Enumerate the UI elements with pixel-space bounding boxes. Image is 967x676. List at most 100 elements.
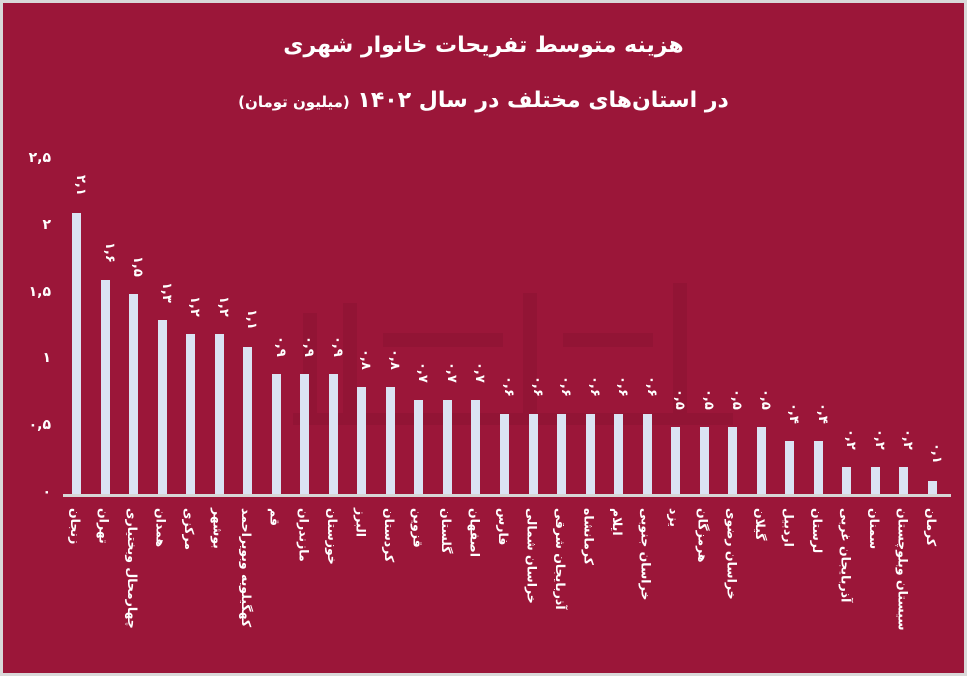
bar — [557, 413, 567, 494]
x-category-label: خراسان شمالی — [524, 508, 540, 604]
bar-value-label: ۰,۹ — [329, 335, 345, 357]
bar-value-label: ۱,۲ — [187, 295, 203, 317]
bar — [214, 333, 224, 494]
x-category-label: گیلان — [752, 508, 768, 541]
bar-value-label: ۱,۱ — [244, 309, 260, 330]
bar — [870, 467, 880, 494]
bar — [328, 373, 338, 494]
bar — [842, 467, 852, 494]
bar-value-label: ۰,۲ — [900, 429, 916, 451]
bar — [813, 440, 823, 494]
bar — [642, 413, 652, 494]
bar — [614, 413, 624, 494]
bar — [899, 467, 909, 494]
bar-value-label: ۰,۶ — [529, 375, 545, 397]
x-category-label: چهارمحال وبختیاری — [125, 508, 141, 629]
bar — [500, 413, 509, 494]
x-category-label: کردستان — [381, 508, 397, 563]
bar — [785, 440, 795, 494]
chart-frame: هزینه متوسط تفریحات خانوار شهری در استان… — [3, 3, 964, 673]
bar-value-label: ۰,۶ — [558, 375, 574, 397]
unit-label: (میلیون تومان) — [238, 93, 350, 111]
bar — [585, 413, 595, 494]
x-axis-line — [63, 494, 951, 497]
bar — [129, 293, 139, 494]
bar-value-label: ۰,۲ — [871, 429, 887, 451]
x-category-label: اردبیل — [781, 508, 797, 547]
x-category-label: بوشهر — [210, 508, 226, 549]
bar-value-label: ۱,۲ — [215, 295, 231, 317]
bar-value-label: ۰,۶ — [501, 375, 516, 397]
bar — [756, 427, 766, 494]
x-category-label: زنجان — [68, 508, 83, 545]
bar — [528, 413, 538, 494]
bar-value-label: ۰,۸ — [358, 349, 374, 370]
bar-value-label: ۰,۶ — [586, 375, 602, 397]
bar-value-label: ۰,۵ — [729, 389, 745, 410]
x-category-label: اصفهان — [467, 508, 483, 557]
x-category-label: مرکزی — [182, 508, 198, 551]
bar-value-label: ۰,۱ — [929, 442, 944, 464]
x-category-label: هرمزگان — [695, 508, 711, 563]
x-category-label: یزد — [667, 508, 683, 527]
x-category-label: گلستان — [438, 508, 454, 554]
bar-value-label: ۰,۹ — [301, 335, 317, 357]
y-tick-label: ۱ — [42, 350, 51, 367]
bar-value-label: ۰,۲ — [843, 429, 859, 451]
bar — [157, 320, 167, 494]
bar — [72, 213, 81, 494]
x-category-label: سمنان — [866, 508, 882, 550]
bar — [442, 400, 452, 494]
bar — [414, 400, 424, 494]
x-category-label: فارس — [496, 508, 511, 546]
bar — [699, 427, 709, 494]
x-category-label: قزوین — [410, 508, 426, 548]
x-category-label: آذربایجان غربی — [838, 508, 854, 603]
chart-subtitle: در استان‌های مختلف در سال ۱۴۰۲ (میلیون ت… — [3, 88, 964, 113]
bar-value-label: ۰,۶ — [615, 375, 631, 397]
bar-value-label: ۰,۵ — [700, 389, 716, 410]
x-category-label: خراسان جنوبی — [638, 508, 654, 601]
x-category-label: کرمان — [924, 508, 939, 547]
bar — [243, 347, 253, 494]
x-category-label: خراسان رضوی — [724, 508, 740, 600]
bar-value-label: ۰,۴ — [814, 402, 830, 424]
bar-value-label: ۰,۶ — [643, 375, 659, 397]
x-category-label: خوزستان — [324, 508, 340, 565]
bar-value-label: ۱,۳ — [158, 282, 174, 304]
y-tick-label: ۲,۵ — [28, 150, 51, 166]
y-tick-label: ۲ — [42, 216, 51, 233]
bar-value-label: ۰,۵ — [672, 389, 688, 410]
bar — [100, 280, 110, 494]
bar-value-label: ۱,۶ — [101, 242, 117, 264]
x-category-label: لرستان — [809, 508, 825, 554]
bar-value-label: ۰,۷ — [472, 362, 488, 384]
x-category-label: مازندران — [296, 508, 312, 562]
bar-value-label: ۰,۷ — [415, 362, 431, 384]
bar-value-label: ۰,۵ — [757, 389, 773, 410]
x-category-label: سیستان وبلوچستان — [895, 508, 911, 631]
bar — [728, 427, 738, 494]
y-tick-label: ۰ — [42, 484, 51, 500]
plot-area: ۲,۵ ۲ ۱,۵ ۱ ۰,۵ ۰ ۲,۱ زنجان ۱,۶ تهران ۱,۵ چهارمحال … — [3, 3, 964, 673]
x-category-label: کهگیلویه وبویراحمد — [239, 508, 255, 628]
x-category-label: آذربایجان شرقی — [553, 508, 569, 610]
bar — [671, 427, 681, 494]
chart-title: هزینه متوسط تفریحات خانوار شهری — [283, 33, 684, 58]
bar — [186, 333, 196, 494]
bar — [271, 373, 281, 494]
bar-value-label: ۱,۵ — [130, 255, 146, 277]
x-category-label: قم — [267, 508, 283, 526]
x-category-label: تهران — [96, 508, 112, 544]
bar — [300, 373, 310, 494]
x-category-label: کرمانشاه — [581, 508, 597, 565]
y-tick-label: ۱,۵ — [28, 283, 51, 300]
bar-value-label: ۰,۸ — [386, 349, 402, 370]
bar — [357, 387, 367, 494]
subtitle-text: در استان‌های مختلف در سال ۱۴۰۲ — [357, 88, 729, 113]
bar — [928, 480, 937, 494]
y-tick-label: ۰,۵ — [28, 417, 51, 434]
x-category-label: همدان — [153, 508, 169, 548]
bar-value-label: ۰,۴ — [786, 402, 802, 424]
bar — [471, 400, 481, 494]
